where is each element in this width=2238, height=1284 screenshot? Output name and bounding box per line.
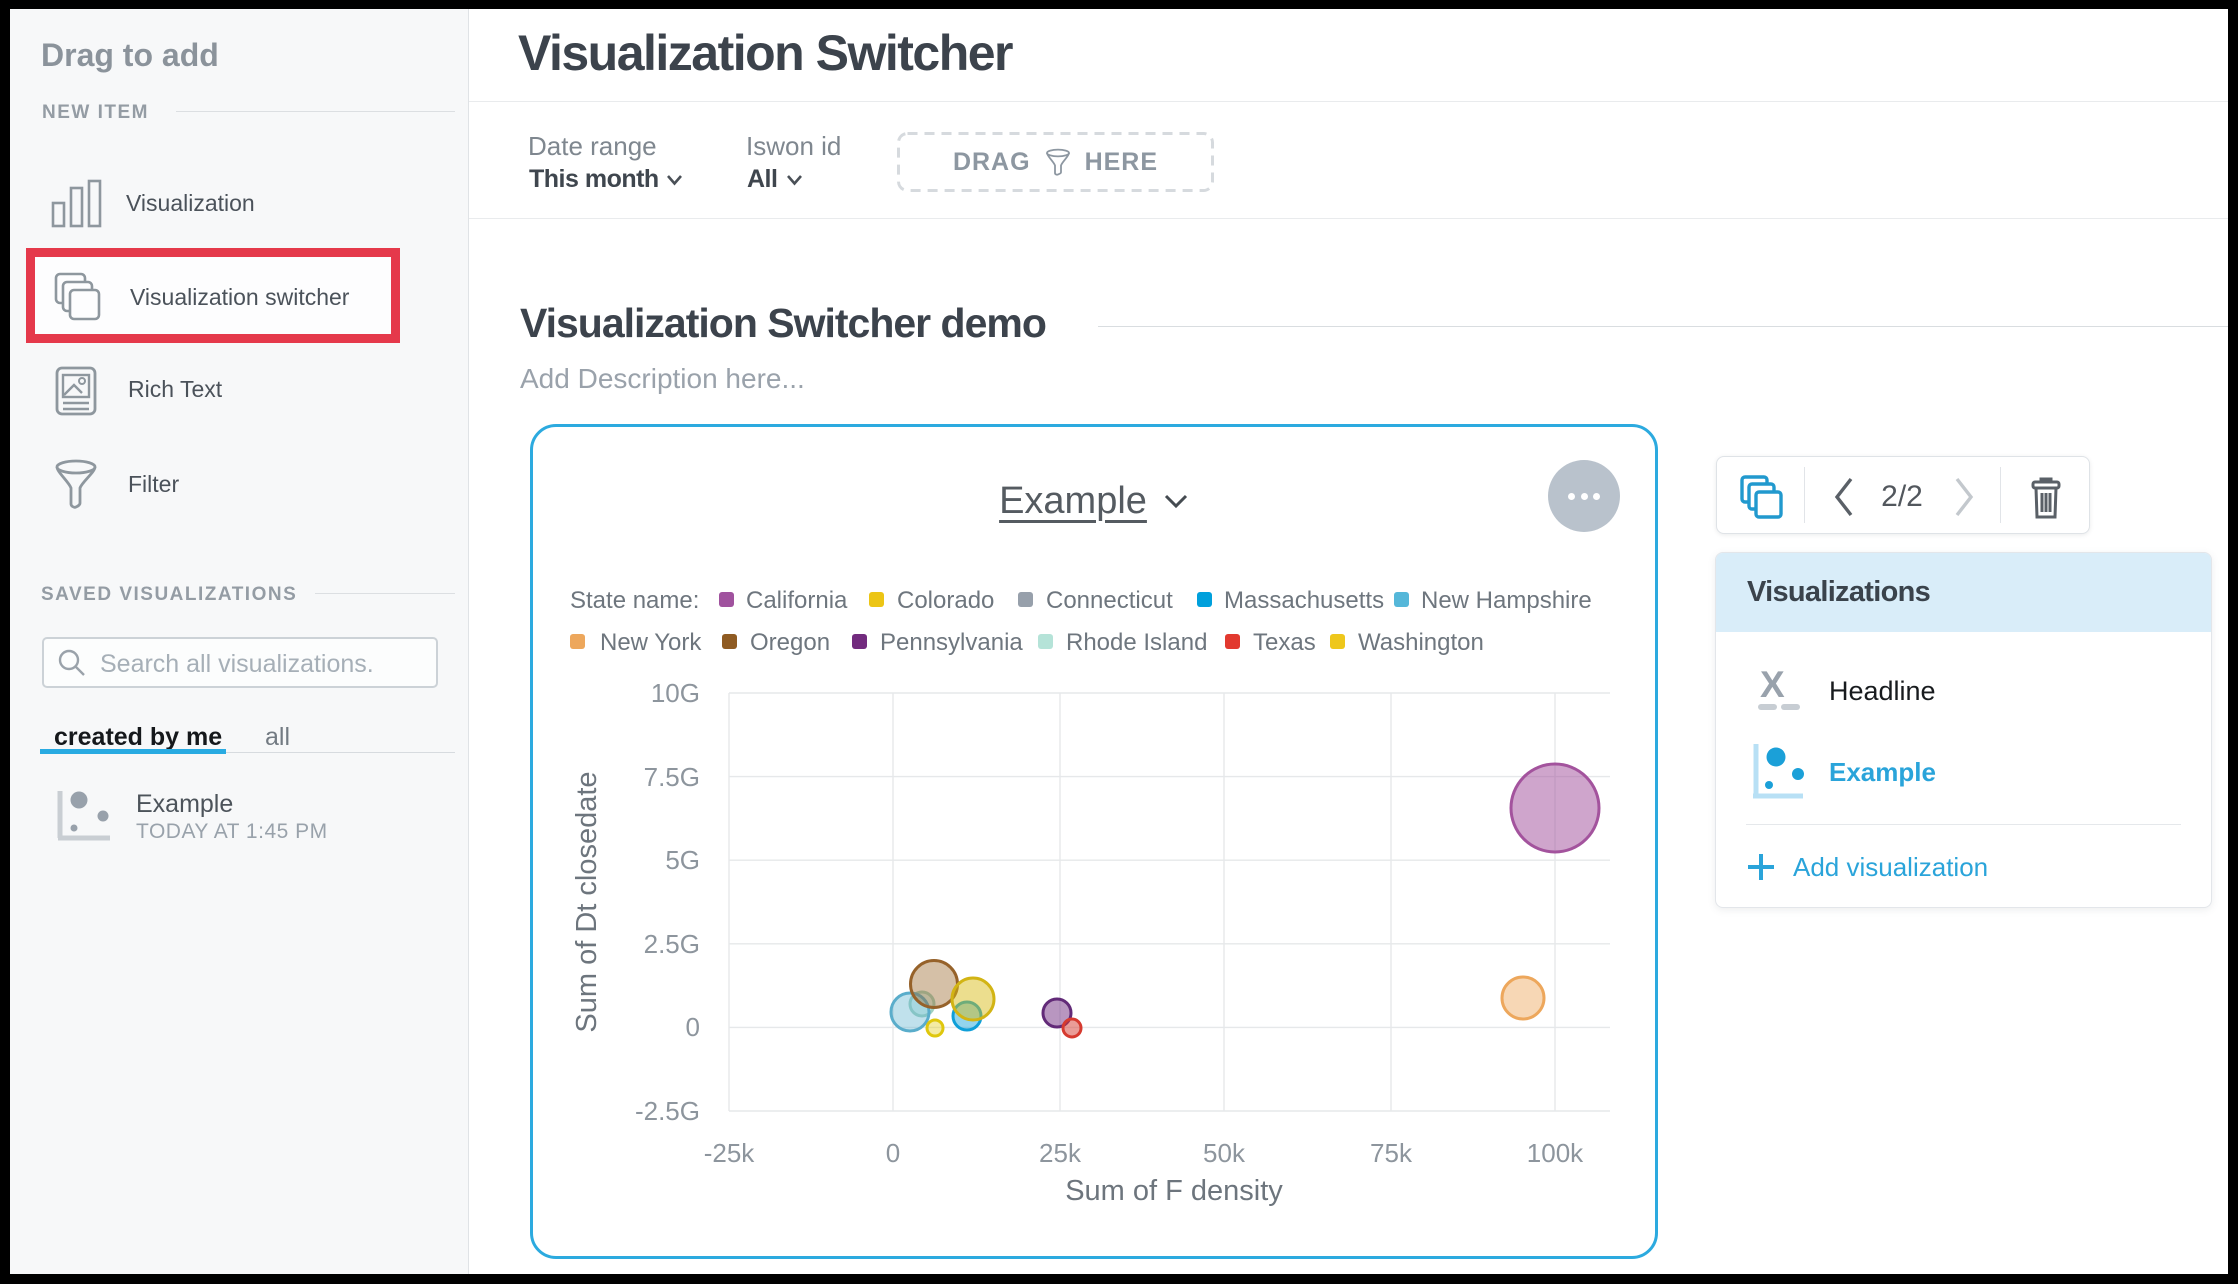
svg-text:-25k: -25k [704,1138,756,1168]
svg-text:75k: 75k [1370,1138,1413,1168]
svg-text:100k: 100k [1527,1138,1584,1168]
svg-text:Sum of F density: Sum of F density [1065,1175,1283,1207]
svg-text:10G: 10G [651,678,700,708]
svg-text:0: 0 [886,1138,900,1168]
svg-text:0: 0 [686,1012,700,1042]
svg-text:Sum of Dt closedate: Sum of Dt closedate [571,771,603,1032]
svg-text:50k: 50k [1203,1138,1246,1168]
svg-text:7.5G: 7.5G [644,762,700,792]
svg-text:25k: 25k [1039,1138,1082,1168]
svg-text:2.5G: 2.5G [644,929,700,959]
svg-text:5G: 5G [665,845,700,875]
svg-text:-2.5G: -2.5G [635,1096,700,1126]
